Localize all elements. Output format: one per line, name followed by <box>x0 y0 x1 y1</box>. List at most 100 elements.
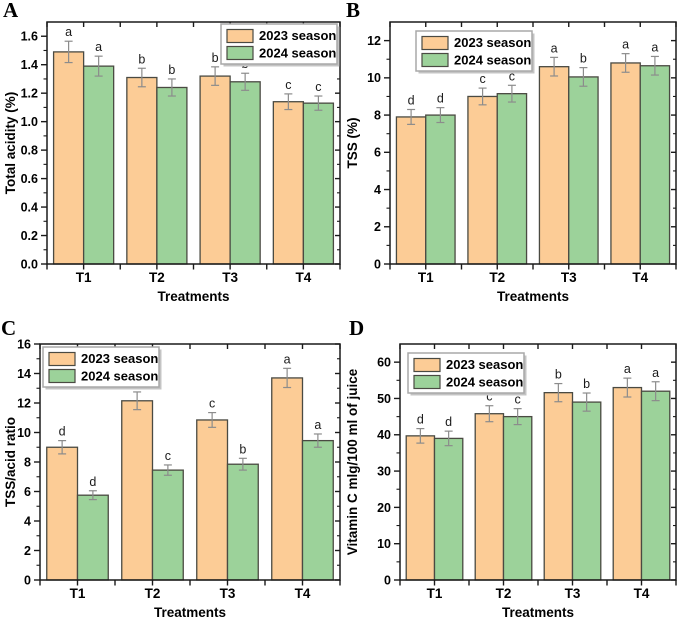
svg-text:T1: T1 <box>418 270 434 285</box>
svg-text:T3: T3 <box>561 270 577 285</box>
svg-text:0.2: 0.2 <box>21 229 38 243</box>
svg-text:c: c <box>315 80 321 94</box>
svg-text:2: 2 <box>24 544 31 558</box>
svg-text:a: a <box>95 40 102 54</box>
panel-D-chart: d c b a d c b a 0 10 20 30 40 50 60 T1 T2 T3 T4 Treatments V… <box>345 343 677 620</box>
svg-text:6: 6 <box>374 146 381 160</box>
panel-letter-B: B <box>346 0 361 22</box>
svg-text:T1: T1 <box>427 586 443 601</box>
svg-text:a: a <box>622 38 629 52</box>
svg-text:T4: T4 <box>632 270 648 285</box>
svg-text:b: b <box>212 51 219 65</box>
svg-text:30: 30 <box>377 464 391 478</box>
svg-text:0.6: 0.6 <box>21 172 38 186</box>
svg-text:10: 10 <box>377 537 391 551</box>
svg-text:2024 season: 2024 season <box>446 375 523 390</box>
svg-text:a: a <box>624 362 631 376</box>
svg-text:a: a <box>651 40 658 54</box>
svg-text:d: d <box>417 413 424 427</box>
svg-text:c: c <box>209 397 215 411</box>
svg-text:c: c <box>515 393 521 407</box>
svg-text:a: a <box>314 418 321 432</box>
panel-A: A abbcabbc0.00.20.40.60.81.01.21.41.6T1T… <box>0 0 342 312</box>
svg-text:TSS/acid ratio: TSS/acid ratio <box>3 417 18 507</box>
panel-B-chart: d c a a d c b a 0 2 4 6 8 10 12 T1 T2 T3 T4 Treatments TSS (… <box>345 21 677 304</box>
svg-text:b: b <box>583 377 590 391</box>
svg-text:d: d <box>445 415 452 429</box>
svg-text:50: 50 <box>377 392 391 406</box>
svg-text:0: 0 <box>24 573 31 587</box>
svg-text:T1: T1 <box>70 586 86 601</box>
panel-C: C dbcadcba0246810121416T1T2T3T4Treatment… <box>0 312 342 625</box>
svg-text:2024 season: 2024 season <box>454 53 531 68</box>
svg-text:1.4: 1.4 <box>21 58 38 72</box>
svg-text:6: 6 <box>24 485 31 499</box>
panel-B: B d c a a d c b a 0 2 4 6 8 10 12 T1 T2 T3 T4 Treatments TSS… <box>342 0 685 312</box>
svg-text:d: d <box>437 92 444 106</box>
svg-text:20: 20 <box>377 501 391 515</box>
svg-text:a: a <box>551 41 558 55</box>
svg-text:2023 season: 2023 season <box>454 35 531 50</box>
panel-letter-C: C <box>1 316 17 340</box>
svg-text:c: c <box>479 72 485 86</box>
panel-letter-D: D <box>349 316 365 340</box>
svg-text:c: c <box>285 78 291 92</box>
svg-text:2024 season: 2024 season <box>81 369 158 384</box>
svg-text:Treatments: Treatments <box>154 605 226 620</box>
svg-text:c: c <box>165 449 171 463</box>
svg-text:2023 season: 2023 season <box>259 28 336 43</box>
svg-text:40: 40 <box>377 428 391 442</box>
panel-A-chart: abbcabbc0.00.20.40.60.81.01.21.41.6T1T2T… <box>3 21 341 304</box>
svg-text:14: 14 <box>17 367 31 381</box>
svg-text:8: 8 <box>24 455 31 469</box>
svg-text:T1: T1 <box>76 270 92 285</box>
svg-text:c: c <box>486 390 492 404</box>
svg-text:2: 2 <box>374 220 381 234</box>
svg-text:1.6: 1.6 <box>21 30 38 44</box>
svg-text:T3: T3 <box>222 270 238 285</box>
svg-text:T2: T2 <box>489 270 505 285</box>
svg-text:12: 12 <box>17 396 31 410</box>
svg-text:Treatments: Treatments <box>502 605 574 620</box>
svg-text:12: 12 <box>367 34 381 48</box>
svg-text:10: 10 <box>367 71 381 85</box>
svg-text:4: 4 <box>374 183 381 197</box>
svg-text:d: d <box>89 475 96 489</box>
svg-text:Vitamin C mlg/100 ml of juice: Vitamin C mlg/100 ml of juice <box>345 368 360 555</box>
svg-text:1.0: 1.0 <box>21 115 38 129</box>
svg-text:2023 season: 2023 season <box>446 357 523 372</box>
panel-D: D d c b a d c b a 0 10 20 30 40 50 60 T1 T2 T3 T4 Treatment… <box>342 312 685 625</box>
svg-text:60: 60 <box>377 356 391 370</box>
svg-text:T2: T2 <box>145 586 161 601</box>
svg-text:a: a <box>65 25 72 39</box>
svg-text:0.4: 0.4 <box>21 200 38 214</box>
svg-text:8: 8 <box>374 108 381 122</box>
panel-letter-A: A <box>3 0 19 22</box>
svg-text:0: 0 <box>384 573 391 587</box>
svg-text:0: 0 <box>374 257 381 271</box>
svg-text:2024 season: 2024 season <box>259 46 336 61</box>
svg-text:T4: T4 <box>295 586 311 601</box>
svg-text:b: b <box>168 63 175 77</box>
svg-text:b: b <box>239 442 246 456</box>
panel-C-chart: dbcadcba0246810121416T1T2T3T4TreatmentsT… <box>3 337 341 620</box>
svg-text:T3: T3 <box>220 586 236 601</box>
svg-text:b: b <box>555 368 562 382</box>
svg-text:b: b <box>138 52 145 66</box>
svg-text:10: 10 <box>17 426 31 440</box>
svg-text:T2: T2 <box>496 586 512 601</box>
svg-text:16: 16 <box>17 337 31 351</box>
svg-text:d: d <box>59 425 66 439</box>
svg-text:TSS (%): TSS (%) <box>345 117 360 168</box>
svg-text:Treatments: Treatments <box>157 289 229 304</box>
svg-text:0.8: 0.8 <box>21 144 38 158</box>
svg-text:1.2: 1.2 <box>21 87 38 101</box>
svg-text:0.0: 0.0 <box>21 257 38 271</box>
svg-text:Total acidity (%): Total acidity (%) <box>3 92 18 195</box>
svg-text:a: a <box>652 366 659 380</box>
svg-text:T4: T4 <box>634 586 650 601</box>
svg-text:b: b <box>580 52 587 66</box>
svg-text:c: c <box>509 69 515 83</box>
